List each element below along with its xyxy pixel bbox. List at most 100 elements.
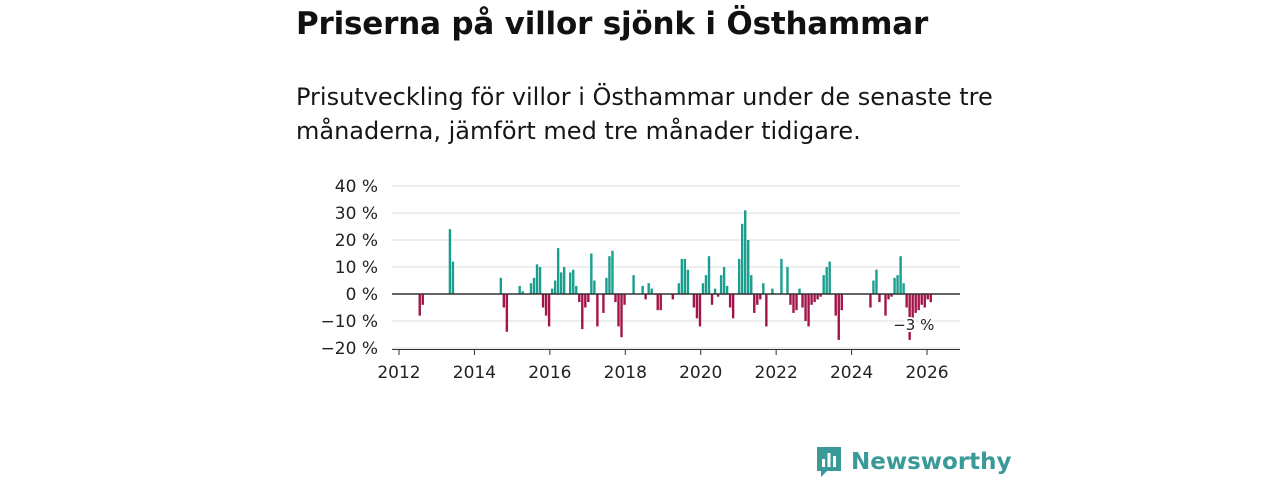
bar: [884, 294, 887, 316]
bar: [677, 283, 681, 294]
bar: [596, 294, 599, 327]
bar: [605, 277, 608, 294]
bar: [872, 280, 875, 294]
bar: [535, 264, 539, 294]
bar: [502, 294, 506, 308]
bar: [819, 294, 822, 297]
bar: [822, 275, 825, 294]
chart-subtitle: Prisutveckling för villor i Östhammar un…: [296, 83, 993, 145]
bar: [747, 240, 750, 294]
bar-layer: [418, 210, 932, 340]
bar: [623, 294, 626, 305]
bar: [698, 294, 702, 327]
bar: [834, 294, 837, 316]
bar: [550, 288, 554, 294]
bar: [914, 294, 917, 313]
bar: [917, 294, 920, 311]
bar: [792, 294, 795, 313]
y-tick-label: 40 %: [335, 177, 378, 197]
bar: [692, 294, 696, 308]
bar: [896, 275, 899, 294]
y-tick-label: 30 %: [335, 204, 378, 224]
bar: [704, 275, 708, 294]
bar: [617, 294, 620, 327]
bar: [541, 294, 545, 308]
bar: [562, 267, 566, 294]
bar: [837, 294, 840, 340]
bar: [887, 294, 890, 300]
newsworthy-logo[interactable]: Newsworthy: [815, 445, 1012, 479]
bar: [608, 256, 611, 294]
bar: [569, 272, 572, 294]
bar: [780, 258, 783, 294]
bar: [683, 258, 687, 294]
bar: [602, 294, 605, 313]
bar: [644, 294, 647, 300]
bar: [719, 275, 723, 294]
bar: [795, 294, 798, 311]
x-tick-label: 2018: [604, 363, 647, 383]
bar: [671, 294, 675, 300]
bar: [905, 294, 908, 308]
bar: [614, 294, 617, 303]
bar: [538, 267, 542, 294]
bar: [756, 294, 759, 305]
bar: [728, 294, 732, 308]
bar: [620, 294, 623, 338]
bar: [741, 223, 744, 294]
x-tick-label: 2020: [679, 363, 722, 383]
axis-layer: 40 % 30 % 20 % 10 % 0 % −10 % −20 % 2012 2014 201…: [321, 177, 960, 383]
x-tick-label: 2016: [528, 363, 571, 383]
bar: [421, 294, 424, 305]
bar: [716, 294, 720, 297]
bar: [418, 294, 421, 316]
bar: [611, 250, 614, 294]
bar: [771, 288, 774, 294]
bar: [547, 294, 551, 327]
bar: [828, 261, 831, 294]
bar: [765, 294, 768, 327]
y-tick-label: 0 %: [346, 285, 378, 305]
bar: [647, 283, 650, 294]
bar: [713, 288, 717, 294]
bar: [789, 294, 792, 305]
bar: [899, 256, 902, 294]
last-value-label: −3 %: [893, 316, 934, 334]
bar: [710, 294, 714, 305]
bar: [695, 294, 699, 319]
x-tick-label: 2014: [453, 363, 496, 383]
bar: [641, 285, 644, 294]
bar: [902, 283, 905, 294]
bar: [810, 294, 813, 305]
bar: [920, 294, 923, 305]
y-tick-label: −10 %: [321, 312, 378, 332]
logo-text: Newsworthy: [851, 449, 1012, 475]
bar: [575, 285, 578, 294]
bar: [499, 277, 503, 294]
bar: [825, 267, 828, 294]
bar: [923, 294, 926, 308]
bar: [753, 294, 756, 313]
bar: [686, 269, 690, 294]
bar: [587, 294, 590, 303]
bar: [725, 285, 729, 294]
bar: [707, 256, 711, 294]
bar: [578, 294, 581, 303]
bar: [451, 261, 455, 294]
newsworthy-bar-chart-icon: [817, 447, 841, 477]
x-tick-label: 2012: [377, 363, 420, 383]
bar: [632, 275, 635, 294]
y-tick-label: −20 %: [321, 339, 378, 359]
bar: [801, 294, 804, 308]
bar: [544, 294, 548, 316]
bar: [816, 294, 819, 300]
bar: [521, 291, 524, 294]
bar: [890, 294, 893, 297]
bar: [722, 267, 726, 294]
bar: [911, 294, 914, 321]
bar: [804, 294, 807, 321]
bar: [840, 294, 843, 311]
bar: [532, 277, 536, 294]
bar: [869, 294, 872, 308]
